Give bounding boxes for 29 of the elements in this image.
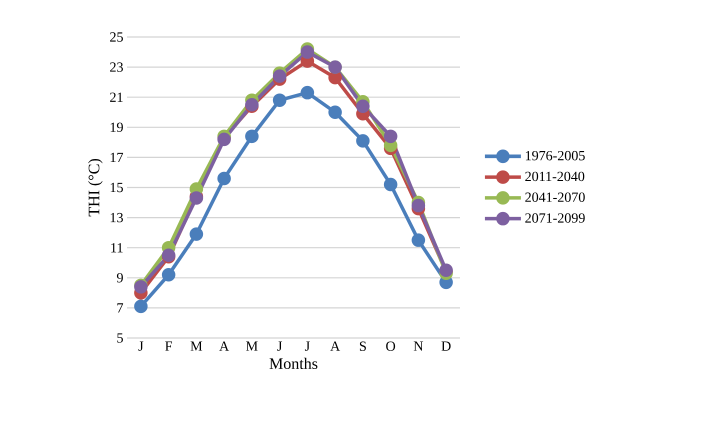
x-tick-label: J (277, 342, 282, 351)
y-tick-label: 11 (111, 243, 123, 252)
y-tick-label: 17 (110, 152, 124, 162)
y-tick-label: 19 (110, 122, 123, 132)
y-tick-label: 7 (117, 303, 124, 312)
x-tick-label: J (304, 342, 310, 351)
x-tick-label: F (165, 342, 172, 351)
x-tick-label: M (246, 342, 258, 351)
y-axis-title: THI (°C) (88, 159, 103, 216)
legend-label: 2071-2099 (525, 213, 585, 223)
x-tick-label: D (441, 342, 451, 351)
legend-label: 1976-2005 (526, 150, 585, 160)
x-axis-title: Months (270, 358, 318, 370)
x-tick-label: J (138, 342, 144, 351)
x-tick-label: N (414, 342, 424, 351)
legend-label: 2041-2070 (525, 192, 585, 202)
x-tick-label: M (190, 342, 202, 351)
y-tick-label: 23 (110, 62, 123, 72)
legend-label: 2011-2040 (525, 172, 584, 182)
y-tick-label: 15 (110, 182, 123, 192)
y-tick-label: 9 (116, 273, 123, 283)
x-tick-label: A (330, 342, 340, 351)
y-tick-label: 25 (110, 32, 123, 42)
x-tick-label: S (360, 342, 366, 351)
x-tick-label: A (219, 342, 230, 351)
x-tick-label: O (386, 342, 396, 351)
y-tick-label: 21 (110, 92, 123, 102)
y-tick-label: 13 (110, 212, 123, 222)
y-tick-label: 5 (117, 333, 123, 343)
